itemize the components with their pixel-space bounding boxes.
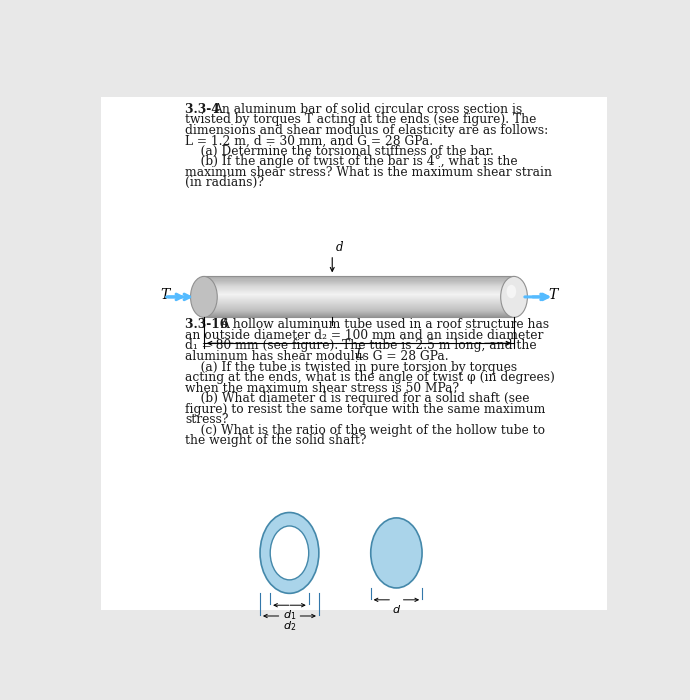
Bar: [204, 276, 514, 317]
Text: An aluminum bar of solid circular cross section is: An aluminum bar of solid circular cross …: [213, 103, 522, 116]
Bar: [204, 300, 514, 302]
Text: $d_2$: $d_2$: [283, 620, 296, 633]
Bar: [204, 283, 514, 285]
Text: L: L: [355, 348, 363, 360]
Text: when the maximum shear stress is 50 MPa?: when the maximum shear stress is 50 MPa?: [185, 382, 460, 395]
Bar: [204, 284, 514, 286]
Bar: [204, 280, 514, 281]
Bar: [204, 315, 514, 316]
Ellipse shape: [190, 276, 217, 317]
Text: figure) to resist the same torque with the same maximum: figure) to resist the same torque with t…: [185, 402, 546, 416]
Bar: [204, 293, 514, 294]
Bar: [204, 287, 514, 288]
Text: T: T: [160, 288, 169, 302]
Bar: [204, 298, 514, 299]
Bar: [204, 278, 514, 279]
Bar: [204, 314, 514, 315]
Text: A hollow aluminum tube used in a roof structure has: A hollow aluminum tube used in a roof st…: [220, 318, 549, 332]
Text: (a) Determine the torsional stiffness of the bar.: (a) Determine the torsional stiffness of…: [185, 145, 494, 158]
Bar: [204, 306, 514, 307]
Bar: [204, 282, 514, 284]
Text: dimensions and shear modulus of elasticity are as follows:: dimensions and shear modulus of elastici…: [185, 124, 549, 137]
Ellipse shape: [371, 518, 422, 588]
Ellipse shape: [260, 512, 319, 594]
Text: (c) What is the ratio of the weight of the hollow tube to: (c) What is the ratio of the weight of t…: [185, 424, 545, 437]
Bar: [204, 290, 514, 292]
Bar: [204, 276, 514, 277]
Text: (b) If the angle of twist of the bar is 4°, what is the: (b) If the angle of twist of the bar is …: [185, 155, 518, 169]
Bar: [204, 281, 514, 283]
Text: L = 1.2 m, d = 30 mm, and G = 28 GPa.: L = 1.2 m, d = 30 mm, and G = 28 GPa.: [185, 134, 433, 148]
Ellipse shape: [506, 285, 516, 298]
Bar: [204, 277, 514, 279]
Bar: [204, 309, 514, 312]
Bar: [204, 302, 514, 303]
Bar: [204, 300, 514, 301]
Text: acting at the ends, what is the angle of twist φ (in degrees): acting at the ends, what is the angle of…: [185, 371, 555, 384]
Text: 3.3-4: 3.3-4: [185, 103, 224, 116]
Text: the weight of the solid shaft?: the weight of the solid shaft?: [185, 434, 366, 447]
Bar: [204, 302, 514, 304]
Text: d₁ = 80 mm (see figure). The tube is 2.5 m long, and the: d₁ = 80 mm (see figure). The tube is 2.5…: [185, 340, 537, 353]
Text: (a) If the tube is twisted in pure torsion by torques: (a) If the tube is twisted in pure torsi…: [185, 360, 518, 374]
Ellipse shape: [270, 526, 308, 580]
Bar: [204, 286, 514, 288]
Bar: [204, 298, 514, 300]
Bar: [204, 304, 514, 305]
Text: stress?: stress?: [185, 413, 228, 426]
Bar: [204, 295, 514, 297]
Bar: [204, 307, 514, 309]
Ellipse shape: [501, 276, 527, 317]
Text: twisted by torques T acting at the ends (see figure). The: twisted by torques T acting at the ends …: [185, 113, 537, 127]
Bar: [204, 316, 514, 317]
Text: aluminum has shear modulus G = 28 GPa.: aluminum has shear modulus G = 28 GPa.: [185, 350, 448, 363]
Bar: [204, 307, 514, 308]
Bar: [204, 311, 514, 312]
Text: T: T: [549, 288, 558, 302]
Bar: [204, 289, 514, 290]
Text: maximum shear stress? What is the maximum shear strain: maximum shear stress? What is the maximu…: [185, 166, 552, 179]
Text: $d$: $d$: [392, 603, 401, 615]
Text: 3.3-16: 3.3-16: [185, 318, 233, 332]
Bar: [204, 313, 514, 314]
Text: an outside diameter d₂ = 100 mm and an inside diameter: an outside diameter d₂ = 100 mm and an i…: [185, 329, 544, 342]
Text: $d_1$: $d_1$: [283, 608, 296, 622]
Bar: [204, 291, 514, 293]
Bar: [204, 288, 514, 290]
Text: (in radians)?: (in radians)?: [185, 176, 264, 190]
Bar: [204, 296, 514, 298]
Bar: [204, 309, 514, 310]
Bar: [204, 304, 514, 306]
Bar: [204, 294, 514, 296]
Bar: [204, 285, 514, 287]
Bar: [204, 312, 514, 314]
Text: d: d: [335, 241, 343, 254]
Bar: [204, 279, 514, 281]
Text: (b) What diameter d is required for a solid shaft (see: (b) What diameter d is required for a so…: [185, 392, 530, 405]
FancyBboxPatch shape: [101, 97, 607, 610]
Bar: [204, 293, 514, 295]
